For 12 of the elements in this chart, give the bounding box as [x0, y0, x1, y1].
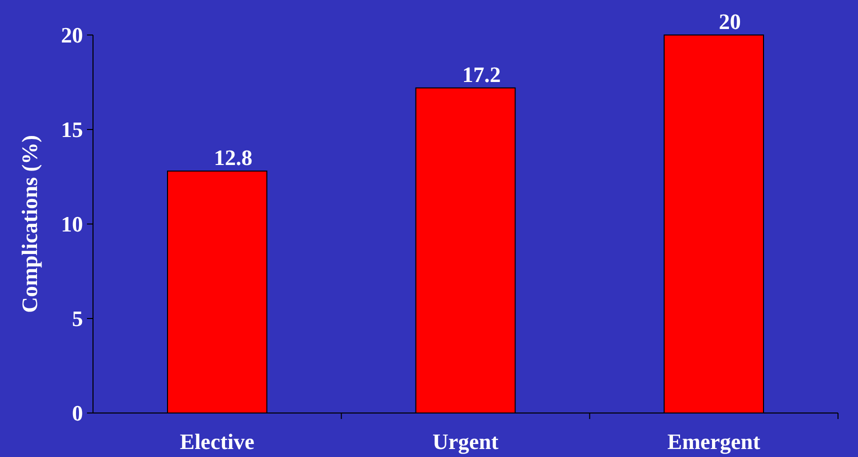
y-tick-label: 15 [61, 117, 83, 142]
data-label: 12.8 [214, 145, 252, 170]
x-tick-label: Elective [180, 429, 255, 454]
data-label: 17.2 [462, 62, 501, 87]
y-axis-title: Complications (%) [17, 135, 42, 313]
x-tick-label: Emergent [667, 429, 761, 454]
y-tick-label: 0 [72, 400, 83, 426]
data-label: 20 [718, 9, 741, 34]
y-tick-label: 10 [61, 212, 83, 237]
x-tick-label: Urgent [432, 429, 500, 454]
y-tick-label: 5 [72, 306, 83, 332]
y-tick-label: 20 [61, 22, 83, 48]
